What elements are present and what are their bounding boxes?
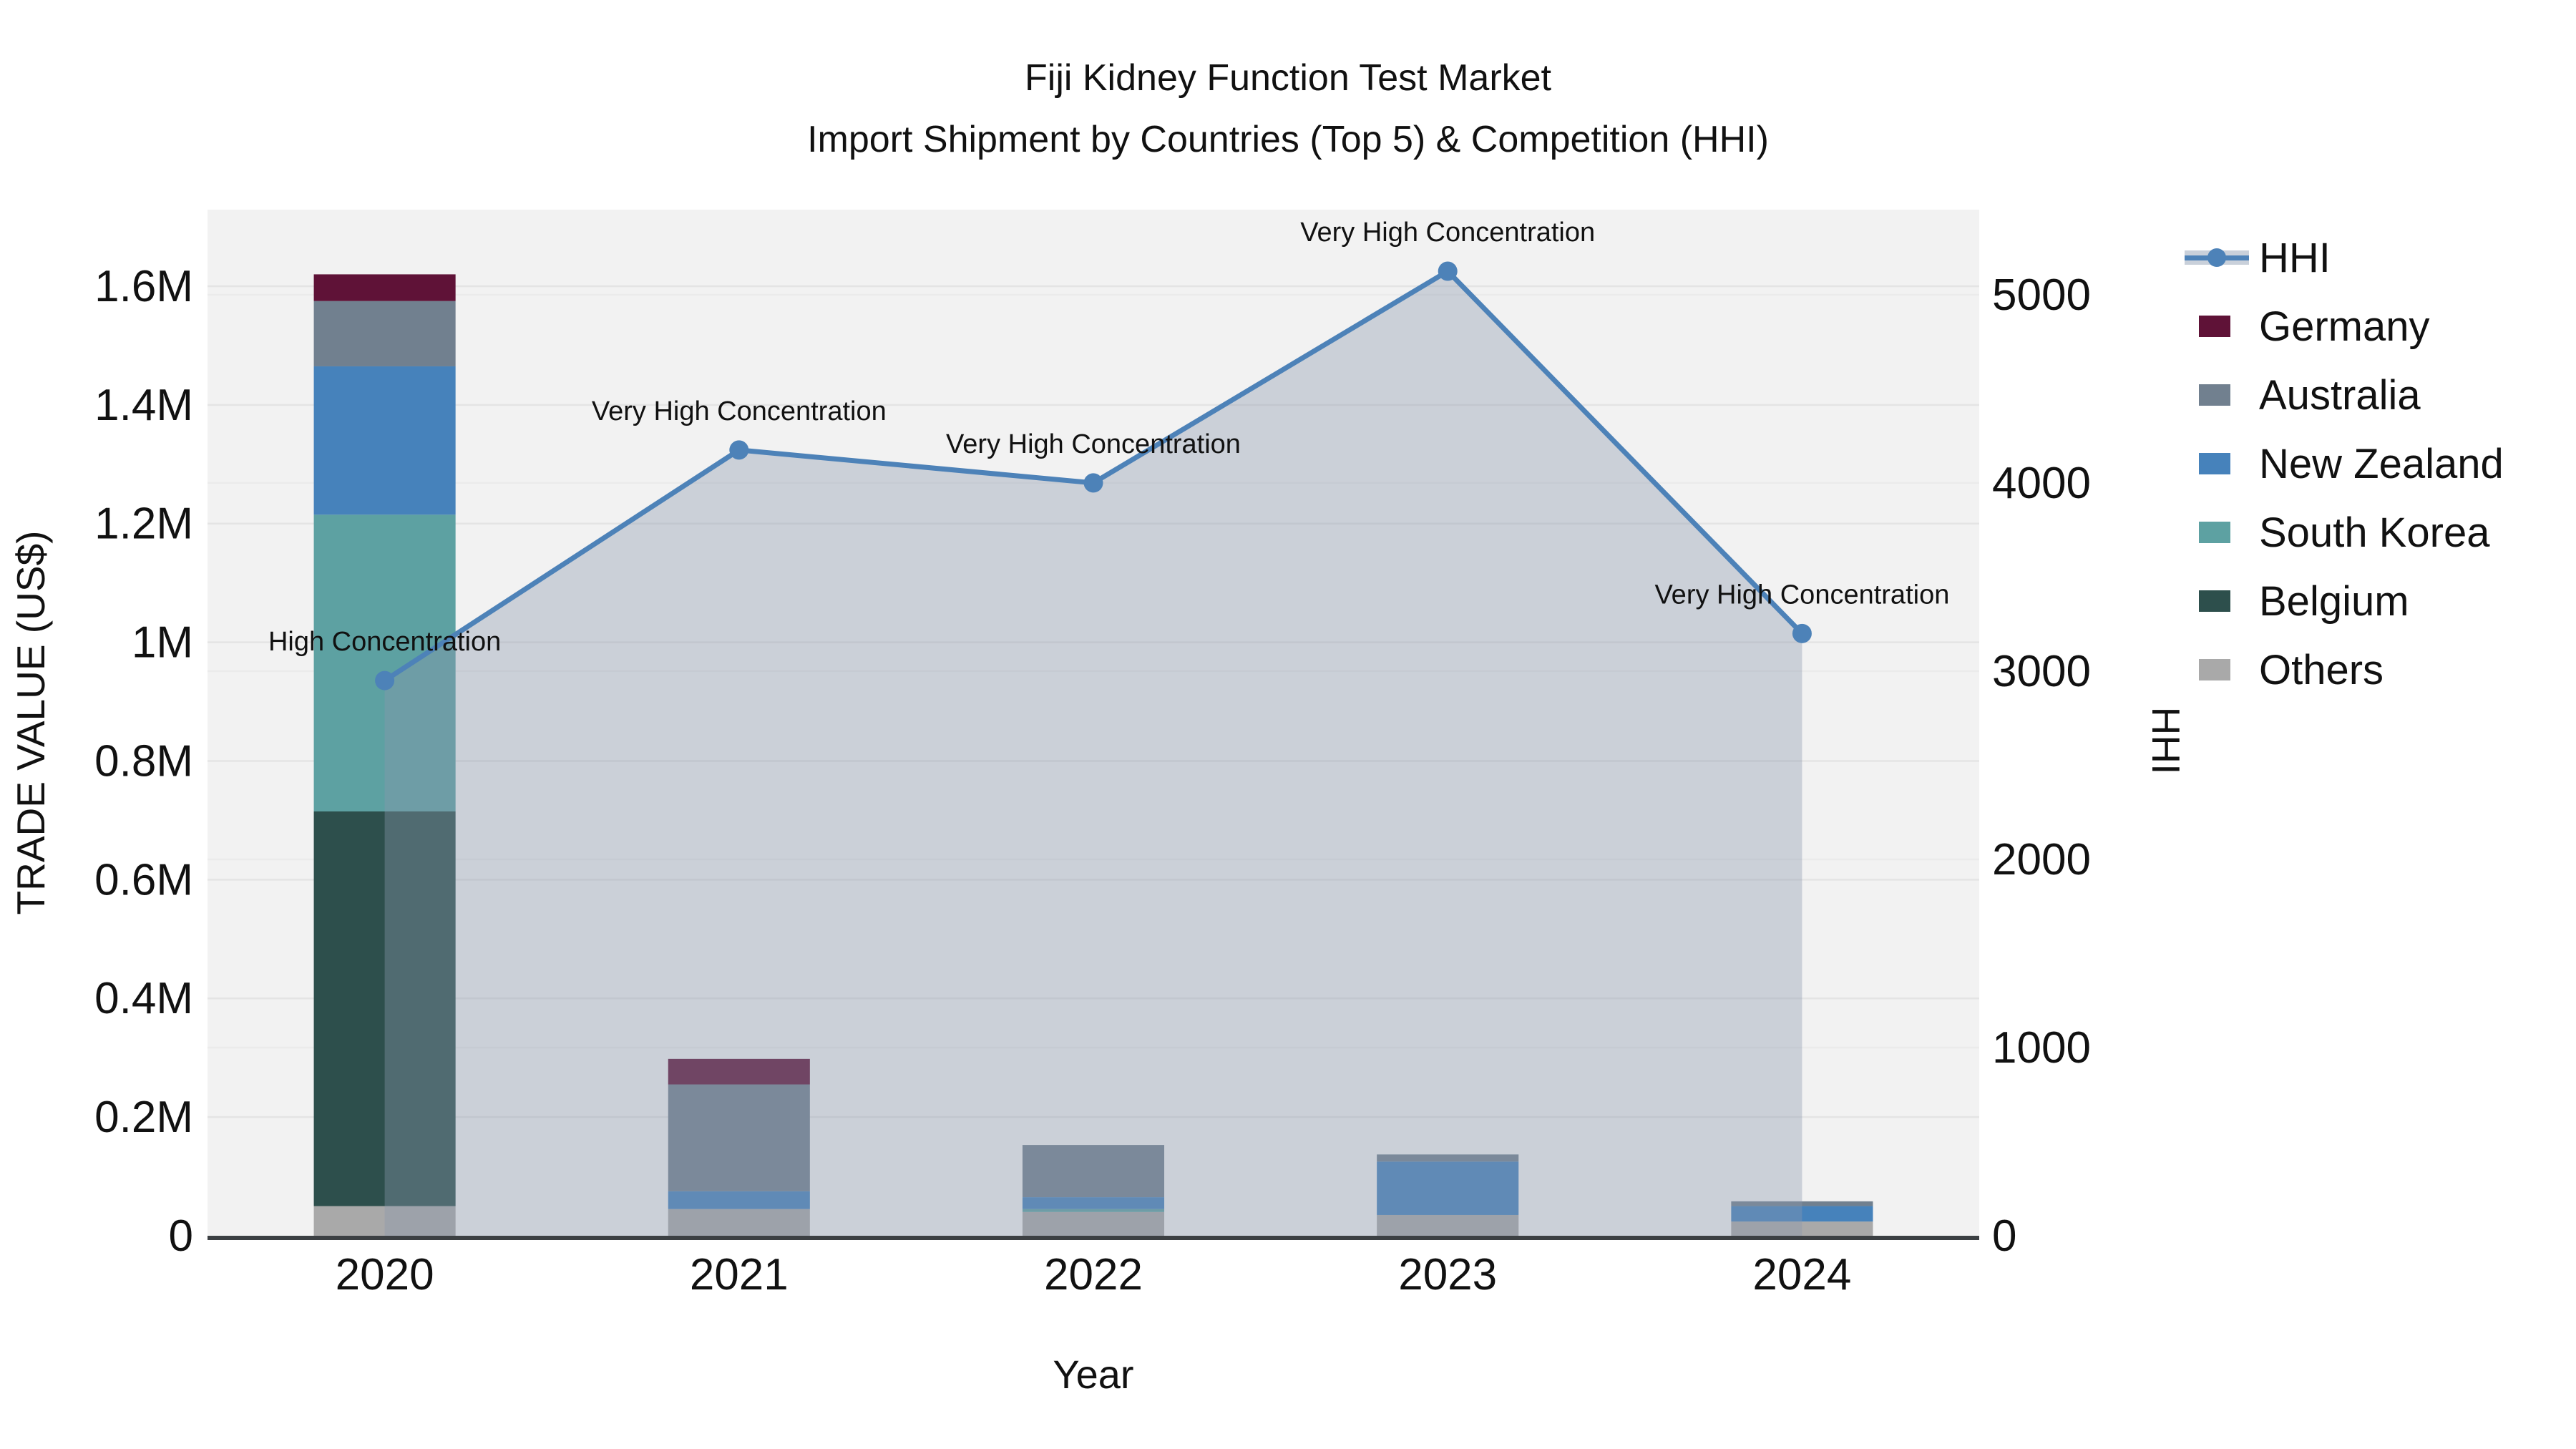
- chart-title-line2: Import Shipment by Countries (Top 5) & C…: [807, 119, 1769, 160]
- bar-segment-australia-2023: [1377, 1154, 1519, 1162]
- annotation-2022: Very High Concentration: [946, 429, 1241, 459]
- legend-label: HHI: [2259, 234, 2331, 281]
- bar-segment-new-zealand-2024: [1731, 1206, 1873, 1222]
- xtick-2024: 2024: [1752, 1250, 1851, 1299]
- bar-segment-belgium-2020: [313, 811, 456, 1206]
- legend-swatch-icon: [2199, 522, 2230, 543]
- ytick-left: 0: [169, 1211, 193, 1261]
- ytick-left: 1.4M: [94, 381, 193, 430]
- bar-segment-others-2021: [668, 1209, 810, 1236]
- ytick-right: 5000: [1992, 270, 2091, 320]
- legend-item-australia: Australia: [2175, 361, 2504, 429]
- ytick-left: 1.2M: [94, 499, 193, 549]
- bar-segment-others-2024: [1731, 1221, 1873, 1236]
- bar-segment-others-2022: [1022, 1211, 1165, 1236]
- y-axis-title-right: HHI: [2144, 707, 2188, 775]
- bar-segment-new-zealand-2022: [1022, 1197, 1165, 1209]
- ytick-right: 1000: [1992, 1023, 2091, 1073]
- y-axis-title-left: TRADE VALUE (US$): [9, 531, 53, 915]
- legend-label: Belgium: [2259, 577, 2409, 625]
- legend-swatch-icon: [2199, 316, 2230, 337]
- ytick-right: 3000: [1992, 647, 2091, 696]
- legend-label: South Korea: [2259, 509, 2490, 556]
- hhi-point-2023: [1438, 261, 1458, 281]
- plot-background: [208, 210, 1979, 1236]
- bar-segment-new-zealand-2021: [668, 1191, 810, 1209]
- legend-swatch-icon: [2199, 590, 2230, 612]
- xtick-2020: 2020: [336, 1250, 434, 1299]
- ytick-left: 0.2M: [94, 1093, 193, 1142]
- annotation-2021: Very High Concentration: [592, 396, 887, 426]
- ytick-right: 4000: [1992, 459, 2091, 508]
- legend-item-germany: Germany: [2175, 292, 2504, 361]
- hhi-area: [384, 271, 1802, 1236]
- legend: HHI Germany Australia New Zealand South Kore…: [2175, 223, 2504, 704]
- ytick-left: 1M: [132, 618, 193, 668]
- ytick-left: 0.4M: [94, 974, 193, 1023]
- legend-swatch-icon: [2199, 384, 2230, 406]
- bar-segment-others-2020: [313, 1206, 456, 1236]
- hhi-point-2021: [729, 440, 749, 460]
- legend-item-belgium: Belgium: [2175, 567, 2504, 635]
- legend-swatch-icon: [2199, 453, 2230, 474]
- hhi-point-2020: [375, 670, 395, 691]
- xtick-2022: 2022: [1044, 1250, 1143, 1299]
- bar-segment-others-2023: [1377, 1214, 1519, 1236]
- ytick-right: 2000: [1992, 835, 2091, 884]
- annotation-2020: High Concentration: [268, 627, 501, 657]
- bar-segment-new-zealand-2023: [1377, 1161, 1519, 1215]
- legend-swatch-icon: [2199, 659, 2230, 680]
- bar-segment-germany-2020: [313, 274, 456, 301]
- hhi-point-2022: [1083, 473, 1103, 493]
- ytick-left: 1.6M: [94, 262, 193, 311]
- legend-item-others: Others: [2175, 635, 2504, 704]
- legend-item-hhi: HHI: [2175, 223, 2504, 292]
- bar-segment-south-korea-2022: [1022, 1209, 1165, 1212]
- hhi-point-2024: [1792, 623, 1812, 643]
- hhi-line-swatch-icon: [2185, 245, 2249, 270]
- ytick-left: 0.8M: [94, 736, 193, 786]
- xtick-2021: 2021: [690, 1250, 789, 1299]
- annotation-2024: Very High Concentration: [1654, 580, 1949, 610]
- legend-item-south-korea: South Korea: [2175, 498, 2504, 567]
- legend-label: Australia: [2259, 371, 2421, 419]
- bar-segment-australia-2022: [1022, 1145, 1165, 1198]
- chart-title-line1: Fiji Kidney Function Test Market: [1025, 57, 1551, 99]
- bar-segment-new-zealand-2020: [313, 366, 456, 515]
- legend-label: Others: [2259, 646, 2384, 693]
- ytick-right: 0: [1992, 1211, 2016, 1261]
- legend-label: Germany: [2259, 303, 2430, 350]
- xtick-2023: 2023: [1398, 1250, 1497, 1299]
- bar-segment-australia-2021: [668, 1084, 810, 1191]
- bar-segment-germany-2021: [668, 1058, 810, 1085]
- x-axis-title: Year: [1053, 1352, 1133, 1397]
- ytick-left: 0.6M: [94, 855, 193, 904]
- bar-segment-australia-2024: [1731, 1201, 1873, 1206]
- legend-item-new-zealand: New Zealand: [2175, 429, 2504, 498]
- bar-segment-south-korea-2020: [313, 514, 456, 811]
- bar-segment-australia-2020: [313, 301, 456, 366]
- legend-label: New Zealand: [2259, 440, 2504, 487]
- annotation-2023: Very High Concentration: [1300, 218, 1595, 248]
- chart-title: Fiji Kidney Function Test Market Import …: [0, 47, 2576, 170]
